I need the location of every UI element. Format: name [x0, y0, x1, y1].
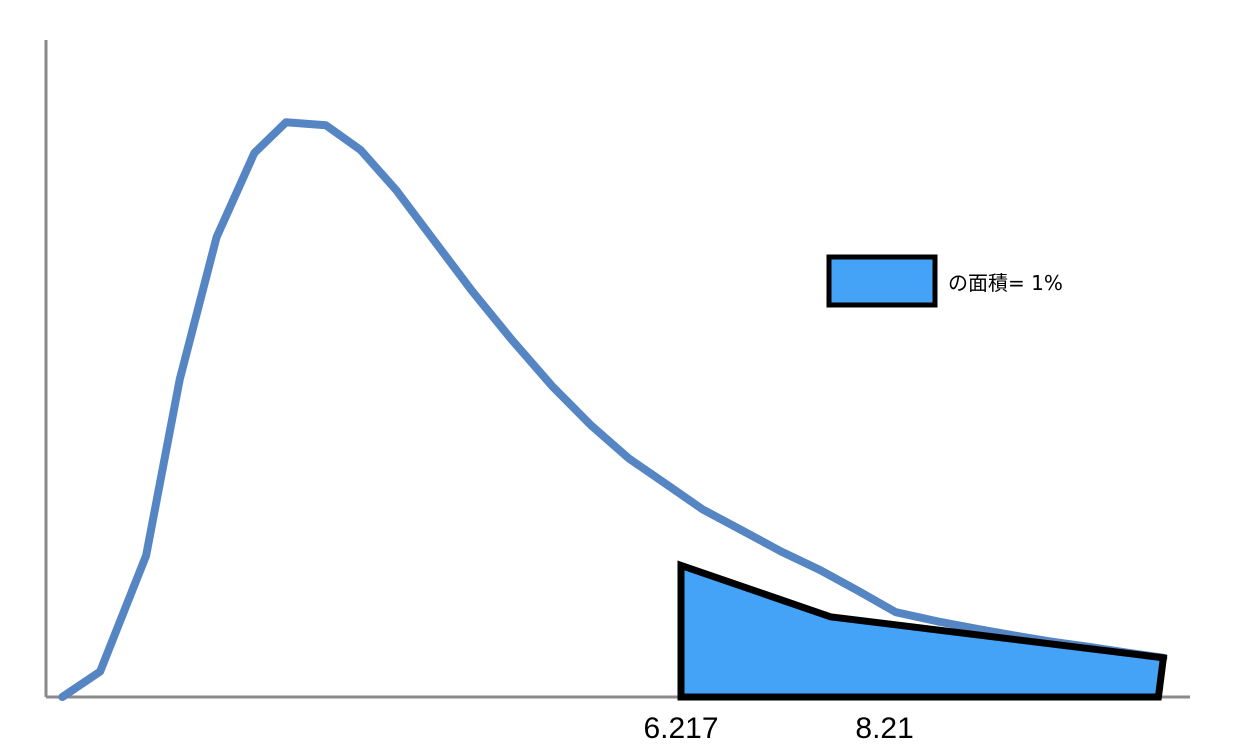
- tick-layer: 6.217 8.21: [643, 712, 913, 745]
- shade-layer: [677, 560, 1168, 701]
- density-curve: [58, 118, 1168, 701]
- legend: の面積= 1%: [826, 254, 1063, 308]
- x-tick-label: 8.21: [855, 712, 913, 745]
- legend-swatch: [826, 254, 938, 308]
- axes: [44, 40, 1190, 699]
- legend-label: の面積= 1%: [948, 271, 1063, 295]
- x-tick-label: 6.217: [643, 712, 718, 745]
- shaded-rejection-region: [677, 560, 1168, 701]
- curve-layer: [58, 118, 1168, 701]
